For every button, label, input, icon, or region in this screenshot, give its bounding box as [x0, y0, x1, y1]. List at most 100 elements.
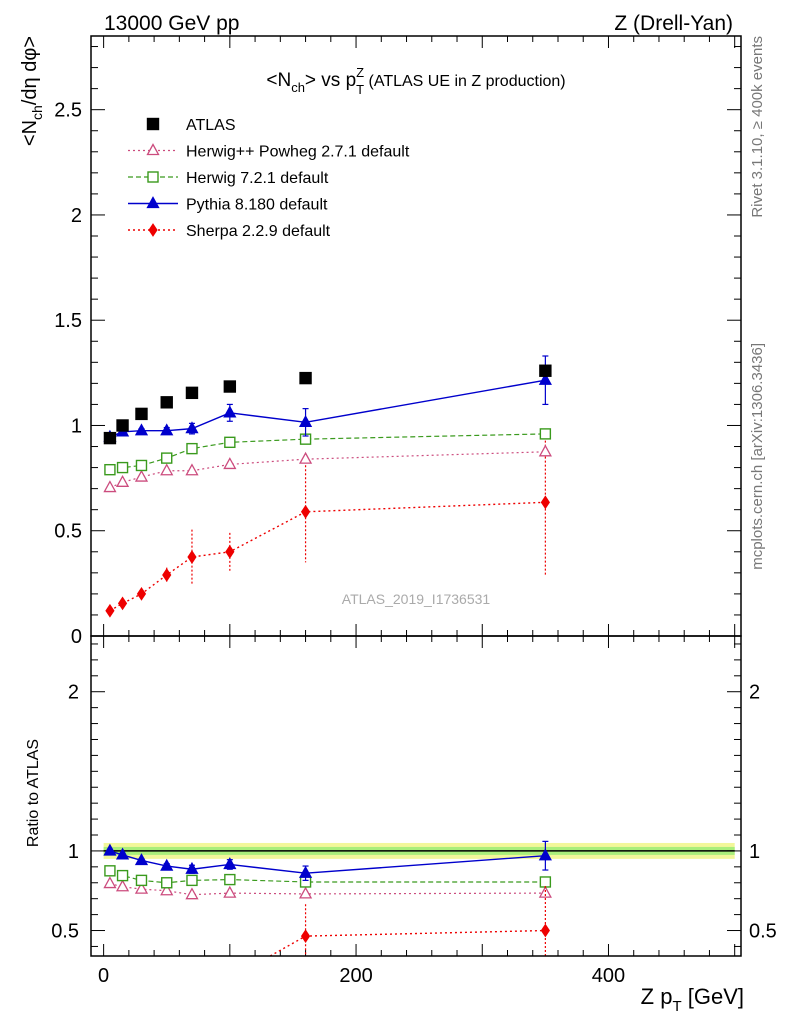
ratio-ylabel: Ratio to ATLAS: [25, 739, 42, 847]
data-point-atlas: [160, 396, 173, 409]
data-point-sherpa: [162, 568, 172, 582]
legend-marker-atlas: [146, 117, 160, 131]
data-point-atlas: [135, 407, 148, 421]
legend-item-herwigpp: Herwig++ Powheg 2.7.1 default: [128, 143, 410, 161]
series-sherpa: [269, 885, 550, 957]
data-point-pythia: [538, 372, 552, 385]
legend: ATLAS Herwig++ Powheg 2.7.1 default Herwig…: [128, 117, 410, 240]
data-point-herwig7: [161, 877, 173, 889]
legend-label-pythia: Pythia 8.180 default: [186, 197, 328, 214]
data-point-herwigpp: [160, 463, 174, 476]
data-point-pythia: [134, 423, 149, 436]
data-point-pythia: [223, 857, 237, 870]
data-point-pythia: [115, 847, 130, 860]
legend-label-herwigpp: Herwig++ Powheg 2.7.1 default: [186, 144, 410, 161]
series-herwigpp: [103, 444, 552, 493]
data-point-atlas: [103, 431, 117, 445]
data-point-pythia: [298, 865, 313, 878]
main-series: [103, 355, 552, 618]
data-point-pythia: [160, 423, 174, 436]
header-left: 13000 GeV pp: [104, 12, 239, 35]
data-point-pythia: [134, 853, 149, 866]
data-point-herwigpp: [538, 885, 552, 898]
legend-item-herwig7: Herwig 7.2.1 default: [128, 170, 329, 187]
legend-item-sherpa: Sherpa 2.2.9 default: [128, 223, 331, 240]
data-point-pythia: [185, 861, 199, 874]
data-point-pythia: [223, 405, 237, 418]
data-point-herwig7: [135, 459, 148, 472]
data-point-herwig7: [135, 874, 148, 887]
series-line-herwig7: [109, 433, 546, 471]
data-point-sherpa: [225, 544, 235, 559]
data-point-sherpa: [300, 929, 311, 944]
x-tick-label: 200: [339, 965, 372, 987]
legend-label-sherpa: Sherpa 2.2.9 default: [186, 223, 331, 240]
header-right: Z (Drell-Yan): [614, 12, 733, 35]
data-point-herwig7: [224, 436, 236, 449]
data-point-herwigpp: [134, 469, 149, 482]
chart-title: <Nch> vs pZ T (ATLAS UE in Z production): [266, 65, 565, 97]
y-tick-label: 1: [71, 415, 82, 437]
ratio-y-tick-label-right: 1: [749, 841, 760, 863]
legend-marker-pythia: [146, 196, 160, 209]
rivet-version-label: Rivet 3.1.10, ≥ 400k events: [749, 36, 766, 218]
series-line-herwig7: [109, 870, 546, 884]
x-tick-label: 0: [98, 965, 109, 987]
ratio-series: [103, 840, 552, 957]
data-point-herwig7: [539, 876, 552, 888]
data-point-herwigpp: [223, 885, 237, 898]
y-tick-label: 2.5: [54, 100, 82, 122]
legend-label-herwig7: Herwig 7.2.1 default: [186, 170, 329, 187]
data-point-pythia: [160, 858, 174, 871]
data-point-herwig7: [161, 452, 173, 464]
ratio-y-tick-label: 1: [68, 841, 79, 863]
data-point-herwigpp: [134, 881, 149, 894]
data-point-herwigpp: [223, 457, 237, 470]
data-point-herwigpp: [538, 444, 552, 457]
analysis-watermark: ATLAS_2019_I1736531: [342, 591, 491, 607]
data-point-pythia: [185, 421, 199, 434]
data-point-pythia: [538, 848, 552, 861]
data-point-sherpa: [136, 586, 147, 601]
ratio-y-tick-label-right: 0.5: [749, 921, 777, 943]
y-tick-label: 0: [71, 626, 82, 648]
data-point-sherpa: [105, 603, 115, 618]
ratio-y-tick-label-right: 2: [749, 682, 760, 704]
y-tick-label: 1.5: [54, 310, 82, 332]
series-herwig7: [104, 428, 552, 476]
ratio-uncertainty-band: [103, 842, 735, 859]
ratio-y-tick-label: 0.5: [51, 921, 79, 943]
data-point-herwigpp: [298, 451, 313, 464]
y-tick-label: 0.5: [54, 521, 82, 543]
series-line-sherpa: [269, 929, 546, 957]
main-axis-ticks: 0 0.5 1 1.5 2 2.5: [54, 36, 741, 648]
ratio-panel-frame: [90, 635, 742, 957]
data-point-herwigpp: [115, 879, 130, 892]
legend-marker-herwig7: [147, 171, 159, 183]
data-point-atlas: [539, 364, 552, 377]
data-point-sherpa: [300, 504, 311, 519]
series-pythia: [103, 840, 552, 881]
data-point-herwigpp: [103, 876, 117, 889]
main-ylabel: <Nch/dη dφ>: [19, 36, 45, 146]
legend-item-pythia: Pythia 8.180 default: [128, 196, 328, 214]
data-point-herwig7: [104, 463, 116, 476]
series-sherpa: [105, 428, 550, 618]
y-tick-label: 2: [71, 205, 82, 227]
data-point-sherpa: [540, 495, 550, 510]
data-point-atlas: [223, 380, 237, 393]
data-point-herwig7: [186, 442, 198, 455]
data-point-herwigpp: [185, 463, 199, 476]
data-point-herwigpp: [160, 883, 174, 896]
data-point-herwig7: [539, 428, 552, 440]
legend-marker-sherpa: [148, 223, 158, 237]
legend-label-atlas: ATLAS: [186, 117, 236, 134]
data-point-pythia: [298, 414, 313, 427]
ratio-axis-ticks: 0.5 0.5 1 1 2 2 0 200 400: [51, 636, 777, 987]
data-point-herwigpp: [115, 474, 130, 487]
data-point-herwig7: [116, 461, 129, 474]
data-point-sherpa: [117, 596, 128, 611]
legend-marker-herwigpp: [146, 143, 160, 156]
data-point-atlas: [116, 419, 129, 432]
